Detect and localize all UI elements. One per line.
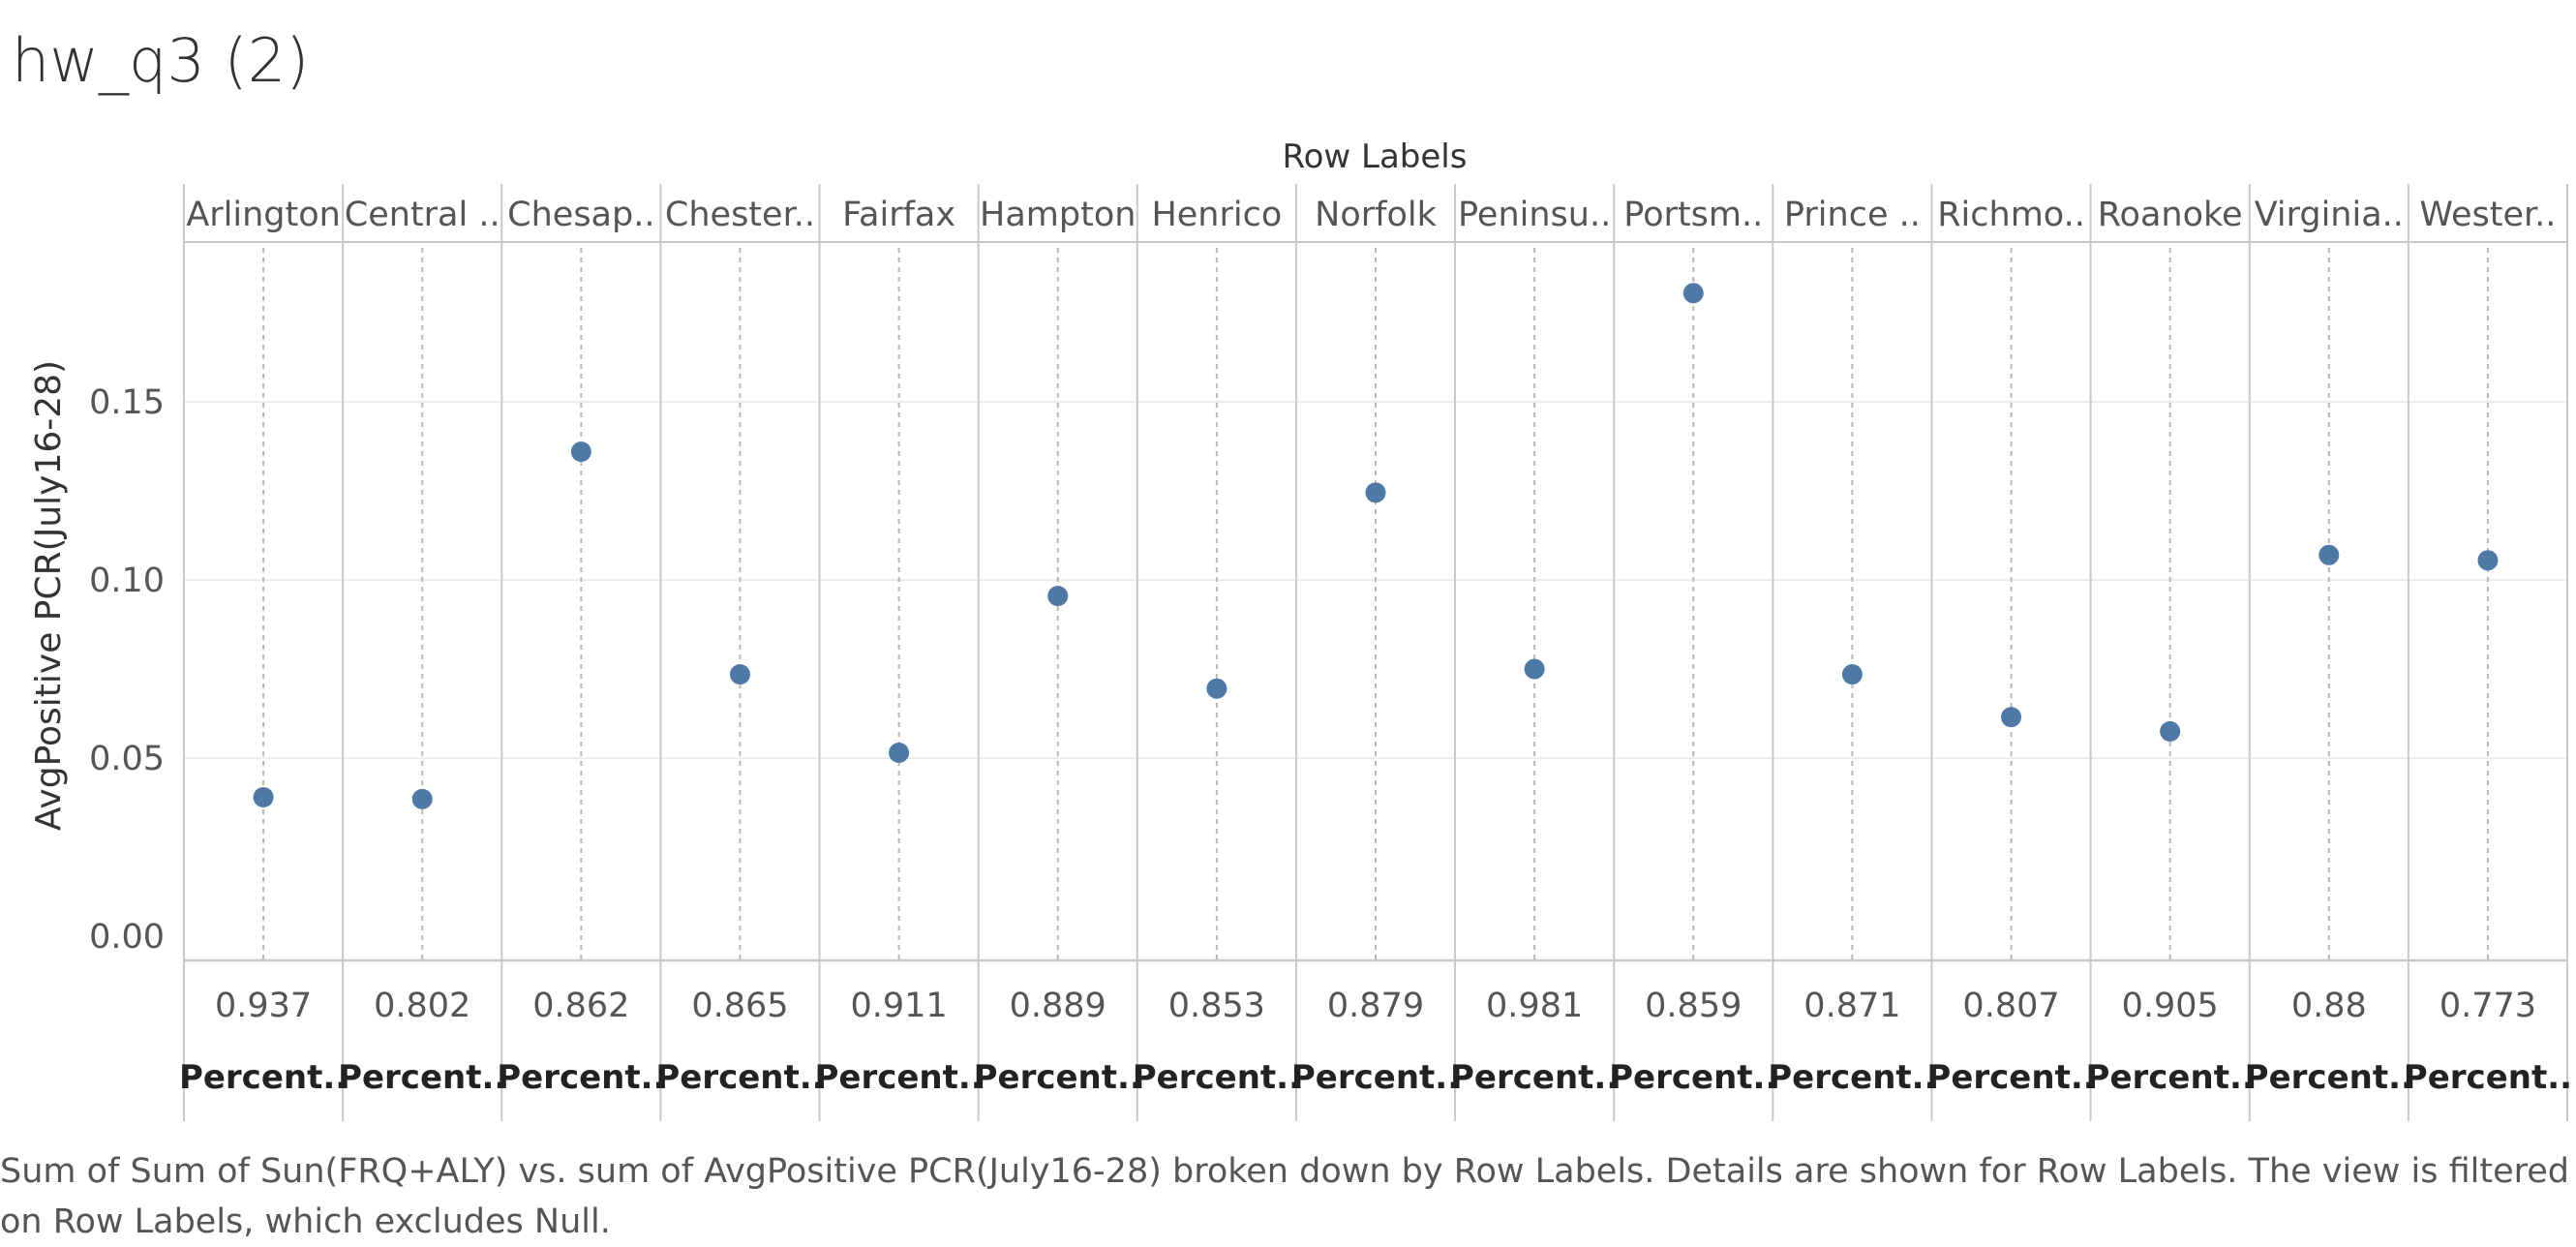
x-axis-field-label: Percent.. bbox=[2404, 1058, 2572, 1097]
x-value-label: 0.937 bbox=[215, 987, 312, 1025]
panel-header-label: Arlington bbox=[186, 196, 341, 234]
y-tick-label: 0.05 bbox=[89, 740, 165, 778]
x-value-label: 0.871 bbox=[1803, 987, 1900, 1025]
page-title: hw_q3 (2) bbox=[12, 25, 310, 96]
x-value-label: 0.802 bbox=[374, 987, 470, 1025]
data-point[interactable] bbox=[889, 742, 910, 763]
x-axis-field-label: Percent.. bbox=[1291, 1058, 1460, 1097]
x-value-label: 0.862 bbox=[532, 987, 629, 1025]
x-value-label: 0.981 bbox=[1486, 987, 1583, 1025]
panel-header-label: Norfolk bbox=[1315, 196, 1437, 234]
y-tick-label: 0.15 bbox=[89, 383, 165, 422]
data-point[interactable] bbox=[1047, 586, 1069, 607]
data-point[interactable] bbox=[2160, 720, 2181, 742]
x-value-label: 0.879 bbox=[1327, 987, 1424, 1025]
x-value-label: 0.88 bbox=[2291, 987, 2367, 1025]
panel-header-label: Chesap.. bbox=[507, 196, 654, 234]
data-point[interactable] bbox=[2318, 544, 2340, 565]
scatter-chart: Row Labels AvgPositive PCR(July16-28) Ar… bbox=[29, 137, 2572, 1121]
y-tick-label: 0.10 bbox=[89, 562, 165, 600]
data-point[interactable] bbox=[411, 788, 433, 809]
panel-header-label: Wester.. bbox=[2419, 196, 2556, 234]
panels: Arlington 0.937 Percent.. Central .. 0.802 Pe… bbox=[179, 184, 2572, 1121]
x-axis-field-label: Percent.. bbox=[2086, 1058, 2255, 1097]
x-value-label: 0.889 bbox=[1010, 987, 1106, 1025]
data-point[interactable] bbox=[1206, 678, 1227, 699]
panel-header-label: Peninsu.. bbox=[1458, 196, 1611, 234]
x-value-label: 0.807 bbox=[1962, 987, 2059, 1025]
data-point[interactable] bbox=[570, 441, 591, 463]
chart-caption: Sum of Sum of Sun(FRQ+ALY) vs. sum of Av… bbox=[0, 1152, 2569, 1241]
x-value-label: 0.865 bbox=[691, 987, 788, 1025]
x-value-label: 0.859 bbox=[1645, 987, 1742, 1025]
x-value-label: 0.911 bbox=[850, 987, 947, 1025]
y-axis-label: AvgPositive PCR(July16-28) bbox=[29, 360, 69, 831]
data-point[interactable] bbox=[2477, 550, 2499, 571]
x-axis-field-label: Percent.. bbox=[974, 1058, 1142, 1097]
x-axis-field-label: Percent.. bbox=[1450, 1058, 1619, 1097]
panel-header-label: Fairfax bbox=[842, 196, 955, 234]
data-point[interactable] bbox=[1365, 482, 1386, 503]
x-axis-field-label: Percent.. bbox=[655, 1058, 824, 1097]
panel-header-label: Henrico bbox=[1151, 196, 1282, 234]
panel-header-label: Roanoke bbox=[2098, 196, 2243, 234]
y-axis-ticks: 0.00 0.05 0.10 0.15 bbox=[89, 383, 165, 957]
y-tick-label: 0.00 bbox=[89, 918, 165, 957]
panel-header-label: Hampton bbox=[980, 196, 1136, 234]
x-axis-field-label: Percent.. bbox=[2245, 1058, 2413, 1097]
panel-header-label: Virginia.. bbox=[2255, 196, 2404, 234]
panel-header-label: Central .. bbox=[345, 196, 500, 234]
data-point[interactable] bbox=[1841, 664, 1863, 685]
data-point[interactable] bbox=[2001, 707, 2022, 728]
x-axis-field-label: Percent.. bbox=[1926, 1058, 2095, 1097]
data-points bbox=[253, 283, 2499, 809]
x-axis-field-label: Percent.. bbox=[338, 1058, 506, 1097]
x-axis-field-label: Percent.. bbox=[1768, 1058, 1936, 1097]
panel-header-label: Richmo.. bbox=[1937, 196, 2085, 234]
data-point[interactable] bbox=[1682, 283, 1704, 304]
panel-header-label: Portsm.. bbox=[1623, 196, 1763, 234]
panel-header-label: Prince .. bbox=[1784, 196, 1921, 234]
x-value-label: 0.853 bbox=[1168, 987, 1265, 1025]
x-axis-field-label: Percent.. bbox=[497, 1058, 665, 1097]
column-header-title: Row Labels bbox=[1283, 137, 1468, 176]
x-axis-field-label: Percent.. bbox=[1133, 1058, 1301, 1097]
data-point[interactable] bbox=[1524, 658, 1545, 680]
x-value-label: 0.773 bbox=[2440, 987, 2536, 1025]
x-axis-field-label: Percent.. bbox=[179, 1058, 348, 1097]
x-axis-field-label: Percent.. bbox=[1609, 1058, 1777, 1097]
panel-header-label: Chester.. bbox=[665, 196, 815, 234]
data-point[interactable] bbox=[729, 664, 750, 685]
x-axis-field-label: Percent.. bbox=[814, 1058, 983, 1097]
x-value-label: 0.905 bbox=[2122, 987, 2219, 1025]
data-point[interactable] bbox=[253, 786, 274, 807]
